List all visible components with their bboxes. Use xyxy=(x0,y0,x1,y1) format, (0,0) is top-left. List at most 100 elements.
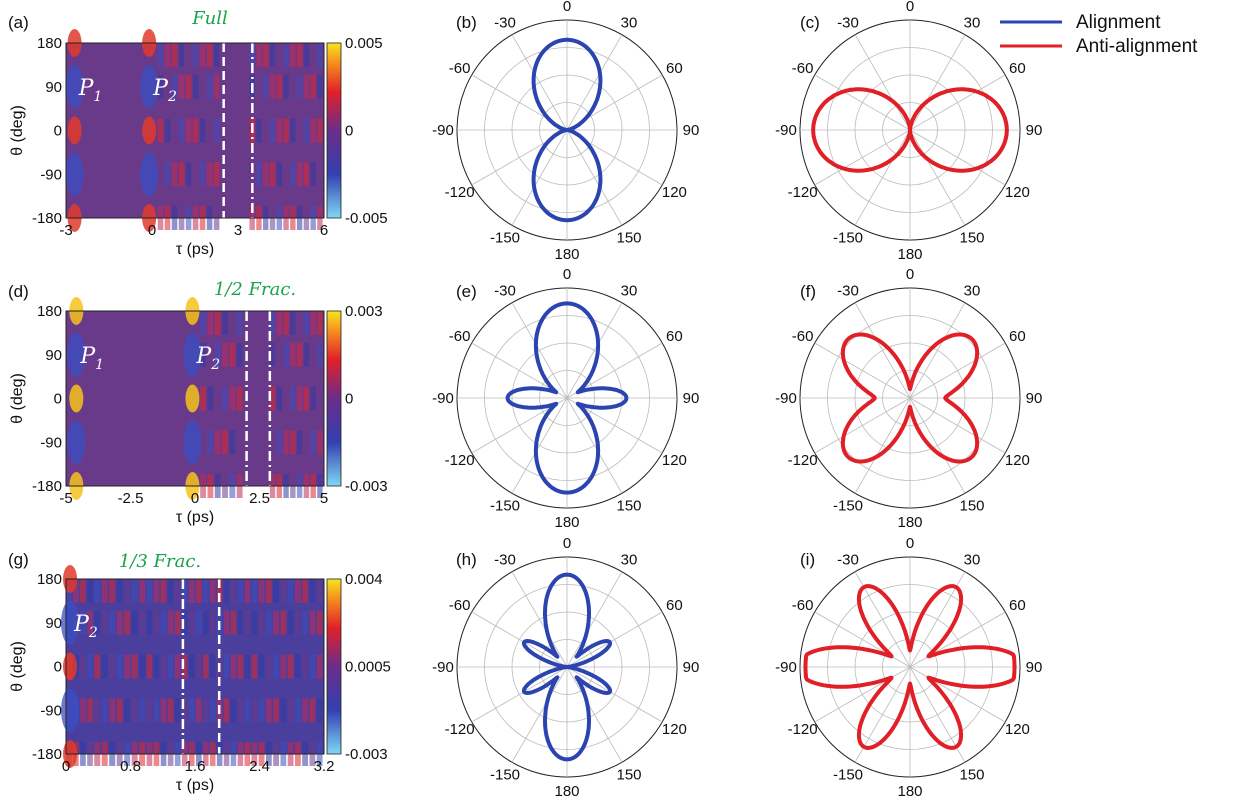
heatmap-cell xyxy=(174,579,181,603)
legend-anti-alignment-label: Anti-alignment xyxy=(1076,36,1198,57)
heatmap-cell xyxy=(160,610,167,635)
heatmap-cell xyxy=(309,579,316,603)
heatmap-cell xyxy=(317,118,323,143)
heatmap-cell xyxy=(287,579,294,603)
heatmap-cell xyxy=(283,311,289,335)
polar-tick-label: -60 xyxy=(792,328,814,345)
heatmap-cell xyxy=(251,654,258,679)
colorbar-tick-label: 0 xyxy=(345,391,353,408)
heatmap-cell xyxy=(223,610,230,635)
heatmap-cell xyxy=(294,654,301,679)
heatmap-cell xyxy=(290,43,296,67)
heatmap-cell xyxy=(316,579,323,603)
polar-curve-anti-alignment xyxy=(803,584,1017,750)
polar-tick-label: -90 xyxy=(775,659,797,676)
heatmap-cell xyxy=(116,654,123,679)
polar-tick-label: 0 xyxy=(563,535,571,552)
heatmap-cell xyxy=(101,610,108,635)
peak-hotspot xyxy=(69,384,84,413)
heatmap-cell xyxy=(244,579,251,603)
y-axis-label: θ (deg) xyxy=(9,105,26,156)
polar-spoke xyxy=(511,34,568,131)
heatmap-cell xyxy=(222,342,228,367)
heatmap-cell xyxy=(160,698,167,723)
polar-tick-label: 60 xyxy=(1009,60,1026,77)
polar-tick-label: -90 xyxy=(775,390,797,407)
panel-label: (d) xyxy=(8,282,29,301)
polar-curve-alignment xyxy=(531,37,603,223)
heatmap-cell xyxy=(294,579,301,603)
heatmap-cell xyxy=(131,654,138,679)
polar-spoke xyxy=(854,34,911,131)
y-tick-label: 180 xyxy=(37,571,62,588)
x-tick-label: 3 xyxy=(234,222,242,239)
heatmap-cell xyxy=(94,610,101,635)
peak-trough xyxy=(140,152,159,197)
polar-tick-label: 150 xyxy=(959,497,984,514)
colorbar-tick-label: 0.004 xyxy=(345,571,383,588)
polar-h: (h) 0 30 60 90 120 150 180 -150 -120 -90 -60 -30 xyxy=(432,535,699,800)
heatmap-cell xyxy=(269,43,276,67)
polar-tick-label: -120 xyxy=(445,184,475,201)
heatmap-cell xyxy=(139,579,146,603)
y-tick-label: 180 xyxy=(37,303,62,320)
heatmap-cell xyxy=(276,386,283,411)
heatmap-cell xyxy=(303,118,310,143)
x-tick-label: 2.5 xyxy=(249,490,270,507)
polar-tick-label: 0 xyxy=(563,266,571,283)
polar-tick-label: 150 xyxy=(959,766,984,783)
heatmap-cell xyxy=(109,698,116,723)
polar-spoke xyxy=(909,74,1006,131)
heatmap-cell xyxy=(203,698,209,723)
panel-label: (i) xyxy=(800,550,815,569)
heatmap-cell xyxy=(181,654,188,679)
heatmap-cell xyxy=(263,162,269,187)
heatmap-cell xyxy=(209,698,216,723)
polar-tick-label: 30 xyxy=(621,15,638,32)
polar-f: (f) 0 30 60 90 120 150 180 -150 -120 -90 -60 -30 xyxy=(775,266,1042,531)
heatmap-cell xyxy=(181,579,188,603)
heatmap-cell xyxy=(310,386,316,411)
peak-subscript: 1 xyxy=(93,89,102,105)
heatmap-cell xyxy=(269,311,276,335)
heatmap-cell xyxy=(283,162,289,187)
heatmap-cell xyxy=(200,342,207,367)
heatmap-cell xyxy=(310,430,316,455)
heatmap-cell xyxy=(116,610,123,635)
heatmap-cell xyxy=(124,579,131,603)
y-tick-label: 90 xyxy=(45,79,62,96)
heatmap-cell xyxy=(296,311,303,335)
heatmap-cell xyxy=(258,579,265,603)
y-axis-label: θ (deg) xyxy=(9,373,26,424)
polar-spoke xyxy=(566,666,663,723)
x-tick-label: 0 xyxy=(148,222,156,239)
polar-spoke xyxy=(909,302,966,399)
polar-tick-label: 120 xyxy=(662,452,687,469)
heatmap-cell xyxy=(294,698,301,723)
heatmap-cell xyxy=(101,579,108,603)
peak-trough xyxy=(67,332,86,377)
heatmap-cell xyxy=(73,579,79,603)
heatmap-cell xyxy=(196,698,202,723)
heatmap-cell xyxy=(294,610,301,635)
y-tick-label: 0 xyxy=(54,391,62,408)
heatmap-cell xyxy=(185,162,192,187)
heatmap-cell xyxy=(80,579,86,603)
polar-tick-label: -90 xyxy=(775,122,797,139)
peak-hotspot xyxy=(63,652,78,681)
polar-tick-label: 0 xyxy=(906,0,914,15)
plot-frame xyxy=(65,42,325,219)
heatmap-cell xyxy=(237,579,244,603)
polar-tick-label: 90 xyxy=(683,122,700,139)
polar-spoke xyxy=(511,302,568,399)
heatmap-cell xyxy=(214,342,221,367)
polar-tick-label: 150 xyxy=(959,229,984,246)
heatmap-cell xyxy=(258,698,265,723)
heatmap-cell xyxy=(181,610,188,635)
heatmap-cell xyxy=(131,610,138,635)
polar-tick-label: -90 xyxy=(432,390,454,407)
heatmap-cell xyxy=(94,579,101,603)
polar-tick-label: -30 xyxy=(494,552,516,569)
heatmap-cell xyxy=(167,698,174,723)
